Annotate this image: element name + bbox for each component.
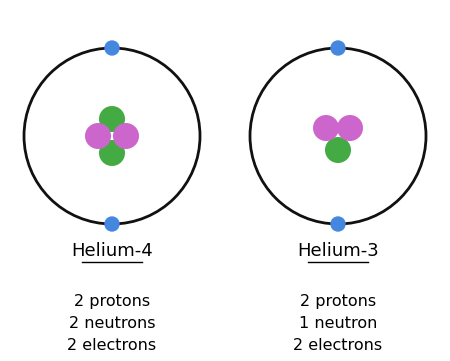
- Circle shape: [113, 123, 139, 149]
- Circle shape: [313, 115, 339, 141]
- Circle shape: [325, 137, 351, 163]
- Circle shape: [337, 115, 363, 141]
- Text: 2 protons: 2 protons: [74, 294, 150, 309]
- Circle shape: [99, 140, 125, 166]
- Circle shape: [99, 106, 125, 132]
- Text: Helium-3: Helium-3: [297, 242, 379, 260]
- Text: Helium-4: Helium-4: [71, 242, 153, 260]
- Circle shape: [331, 41, 345, 55]
- Circle shape: [105, 217, 119, 231]
- Text: 2 protons: 2 protons: [300, 294, 376, 309]
- Text: 1 neutron: 1 neutron: [299, 316, 377, 331]
- Circle shape: [105, 41, 119, 55]
- Text: 2 neutrons: 2 neutrons: [69, 316, 155, 331]
- Text: 2 electrons: 2 electrons: [293, 338, 382, 353]
- Text: 2 electrons: 2 electrons: [68, 338, 157, 353]
- Circle shape: [85, 123, 111, 149]
- Circle shape: [331, 217, 345, 231]
